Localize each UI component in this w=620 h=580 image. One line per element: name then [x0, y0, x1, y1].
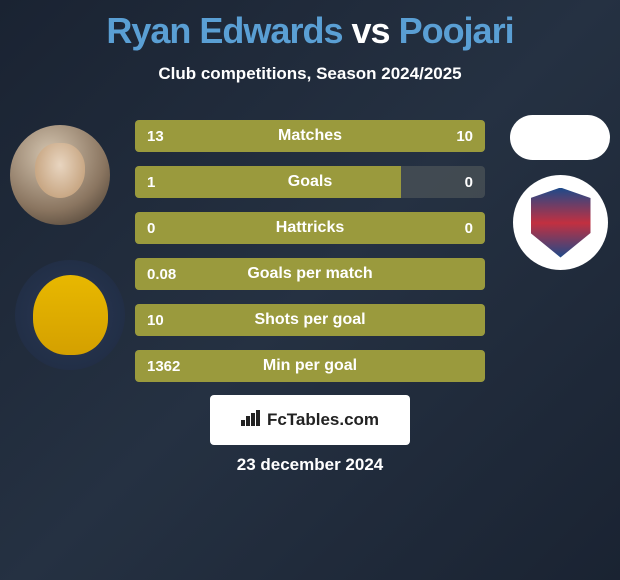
stat-value-left: 1362	[147, 358, 180, 375]
stat-label: Goals	[288, 173, 332, 191]
subtitle: Club competitions, Season 2024/2025	[0, 64, 620, 84]
vs-separator: vs	[352, 10, 390, 51]
stat-value-left: 13	[147, 128, 164, 145]
stat-value-left: 0	[147, 220, 155, 237]
player2-flag	[510, 115, 610, 160]
stat-value-right: 10	[456, 128, 473, 145]
club1-logo	[15, 260, 125, 370]
stat-label: Hattricks	[276, 219, 344, 237]
watermark: FcTables.com	[210, 395, 410, 445]
stat-row: 1 0 Goals	[135, 166, 485, 198]
comparison-title: Ryan Edwards vs Poojari	[0, 0, 620, 52]
chart-icon	[241, 410, 261, 431]
club2-crest	[531, 188, 591, 258]
club2-logo	[513, 175, 608, 270]
stat-value-left: 1	[147, 174, 155, 191]
club1-crest	[33, 275, 108, 355]
watermark-text: FcTables.com	[267, 410, 379, 430]
stat-row: 0 0 Hattricks	[135, 212, 485, 244]
stat-row: 10 Shots per goal	[135, 304, 485, 336]
stat-label: Shots per goal	[254, 311, 365, 329]
stat-row: 0.08 Goals per match	[135, 258, 485, 290]
stat-value-left: 10	[147, 312, 164, 329]
player2-name: Poojari	[399, 10, 514, 51]
stats-container: 1310Matches10Goals00Hattricks0.08Goals p…	[135, 120, 485, 396]
stat-row: 13 10 Matches	[135, 120, 485, 152]
stat-bar-left	[135, 166, 401, 198]
stat-label: Min per goal	[263, 357, 357, 375]
date-label: 23 december 2024	[237, 455, 384, 475]
stat-value-left: 0.08	[147, 266, 176, 283]
stat-value-right: 0	[465, 174, 473, 191]
player1-avatar	[10, 125, 110, 225]
stat-value-right: 0	[465, 220, 473, 237]
stat-label: Goals per match	[247, 265, 372, 283]
stat-label: Matches	[278, 127, 342, 145]
player1-name: Ryan Edwards	[106, 10, 342, 51]
stat-row: 1362 Min per goal	[135, 350, 485, 382]
